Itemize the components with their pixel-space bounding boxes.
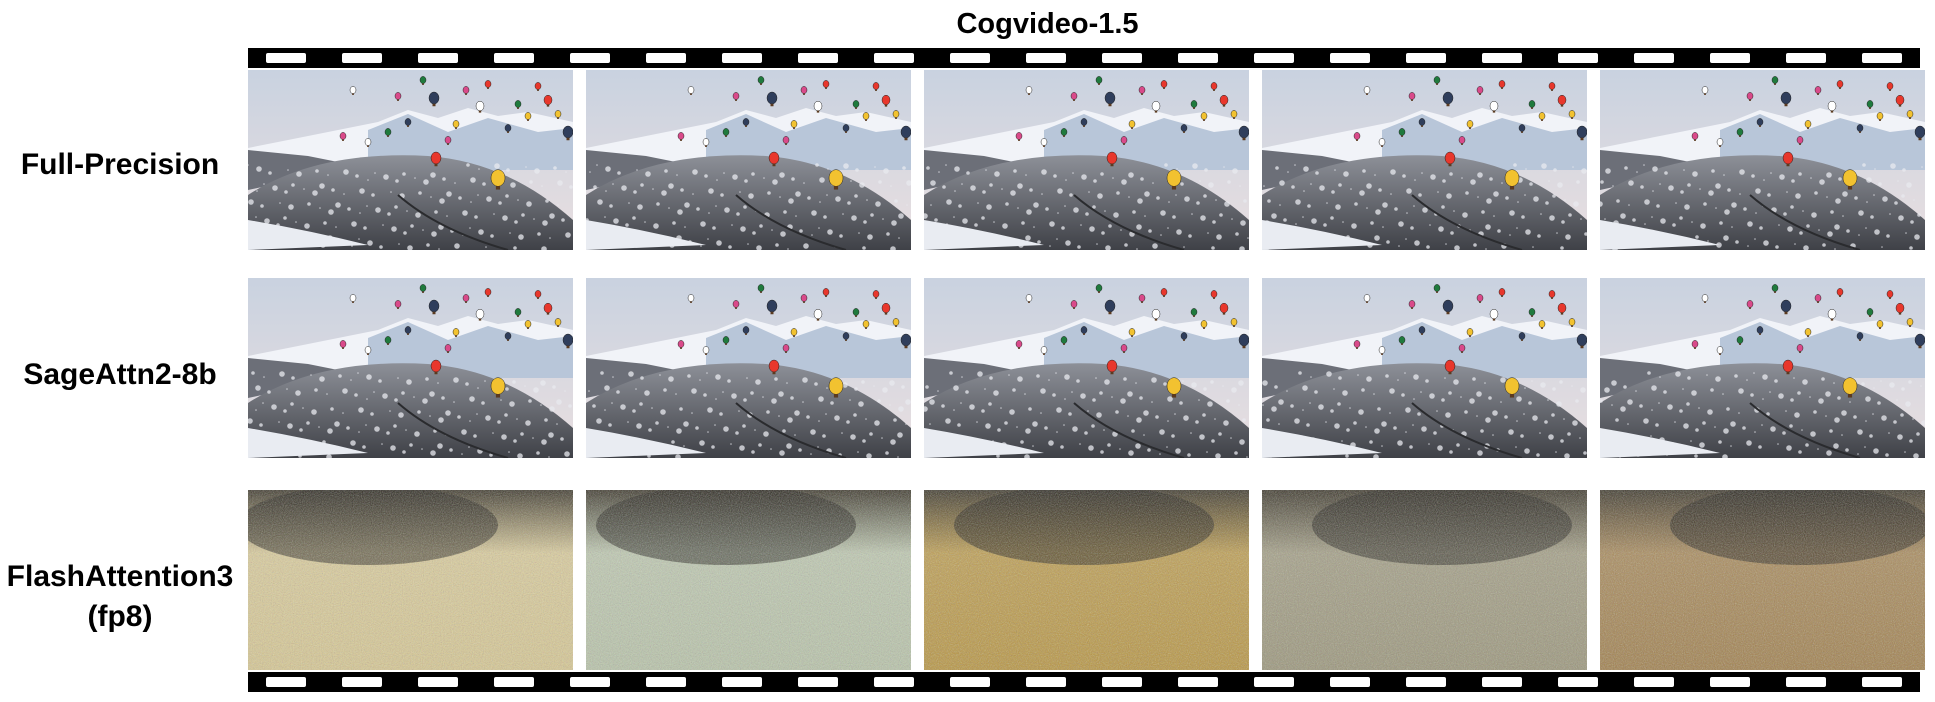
- sprocket-hole: [1102, 53, 1142, 63]
- sprocket-hole: [1862, 677, 1902, 687]
- video-frame-2-1: [248, 278, 573, 458]
- sprocket-hole: [1786, 53, 1826, 63]
- sprocket-hole: [494, 53, 534, 63]
- video-frame-2-4: [1262, 278, 1587, 458]
- sprocket-hole: [418, 53, 458, 63]
- noise-frame-3-3: [924, 490, 1249, 670]
- sprocket-hole: [1710, 677, 1750, 687]
- sprocket-hole: [1634, 677, 1674, 687]
- sprocket-hole: [722, 53, 762, 63]
- row-label-full-precision: Full-Precision: [0, 145, 240, 185]
- sprocket-hole: [342, 53, 382, 63]
- filmstrip-bottom: [248, 672, 1920, 692]
- sprocket-hole: [798, 677, 838, 687]
- sprocket-hole: [1786, 677, 1826, 687]
- video-frame-1-4: [1262, 70, 1587, 250]
- video-frame-2-3: [924, 278, 1249, 458]
- sprocket-hole: [1254, 677, 1294, 687]
- video-frame-1-5: [1600, 70, 1925, 250]
- sprocket-hole: [570, 53, 610, 63]
- sprocket-hole: [570, 677, 610, 687]
- sprocket-hole: [1482, 53, 1522, 63]
- sprocket-hole: [494, 677, 534, 687]
- sprocket-hole: [1178, 53, 1218, 63]
- row-label-sageattn2-8b: SageAttn2-8b: [0, 355, 240, 395]
- figure-title: Cogvideo-1.5: [956, 8, 1139, 40]
- sprocket-hole: [722, 677, 762, 687]
- video-frame-2-5: [1600, 278, 1925, 458]
- sprocket-hole: [418, 677, 458, 687]
- filmstrip-top: [248, 48, 1920, 68]
- sprocket-hole: [1710, 53, 1750, 63]
- sprocket-hole: [950, 677, 990, 687]
- sprocket-hole: [1558, 53, 1598, 63]
- sprocket-hole: [798, 53, 838, 63]
- row-label-line: SageAttn2-8b: [23, 358, 217, 391]
- sprocket-hole: [266, 677, 306, 687]
- video-frame-2-2: [586, 278, 911, 458]
- sprocket-hole: [874, 677, 914, 687]
- sprocket-hole: [1406, 677, 1446, 687]
- sprocket-hole: [950, 53, 990, 63]
- sprocket-hole: [646, 53, 686, 63]
- video-frame-1-3: [924, 70, 1249, 250]
- sprocket-hole: [1862, 53, 1902, 63]
- sprocket-hole: [1026, 677, 1066, 687]
- sprocket-hole: [1330, 677, 1370, 687]
- sprocket-hole: [342, 677, 382, 687]
- sprocket-hole: [1178, 677, 1218, 687]
- sprocket-hole: [1026, 53, 1066, 63]
- row-label-line: Full-Precision: [20, 148, 220, 181]
- sprocket-hole: [1634, 53, 1674, 63]
- noise-frame-3-5: [1600, 490, 1925, 670]
- sprocket-hole: [1330, 53, 1370, 63]
- sprocket-hole: [646, 677, 686, 687]
- sprocket-hole: [1558, 677, 1598, 687]
- sprocket-hole: [266, 53, 306, 63]
- noise-frame-3-4: [1262, 490, 1587, 670]
- sprocket-hole: [1254, 53, 1294, 63]
- noise-frame-3-2: [586, 490, 911, 670]
- sprocket-hole: [1406, 53, 1446, 63]
- row-label-line: FlashAttention3: [6, 560, 234, 593]
- sprocket-hole: [874, 53, 914, 63]
- video-frame-1-2: [586, 70, 911, 250]
- row-label-flashattention3-fp8: FlashAttention3 (fp8): [0, 557, 240, 637]
- sprocket-hole: [1102, 677, 1142, 687]
- row-label-line: (fp8): [87, 600, 153, 633]
- video-frame-1-1: [248, 70, 573, 250]
- sprocket-hole: [1482, 677, 1522, 687]
- noise-frame-3-1: [248, 490, 573, 670]
